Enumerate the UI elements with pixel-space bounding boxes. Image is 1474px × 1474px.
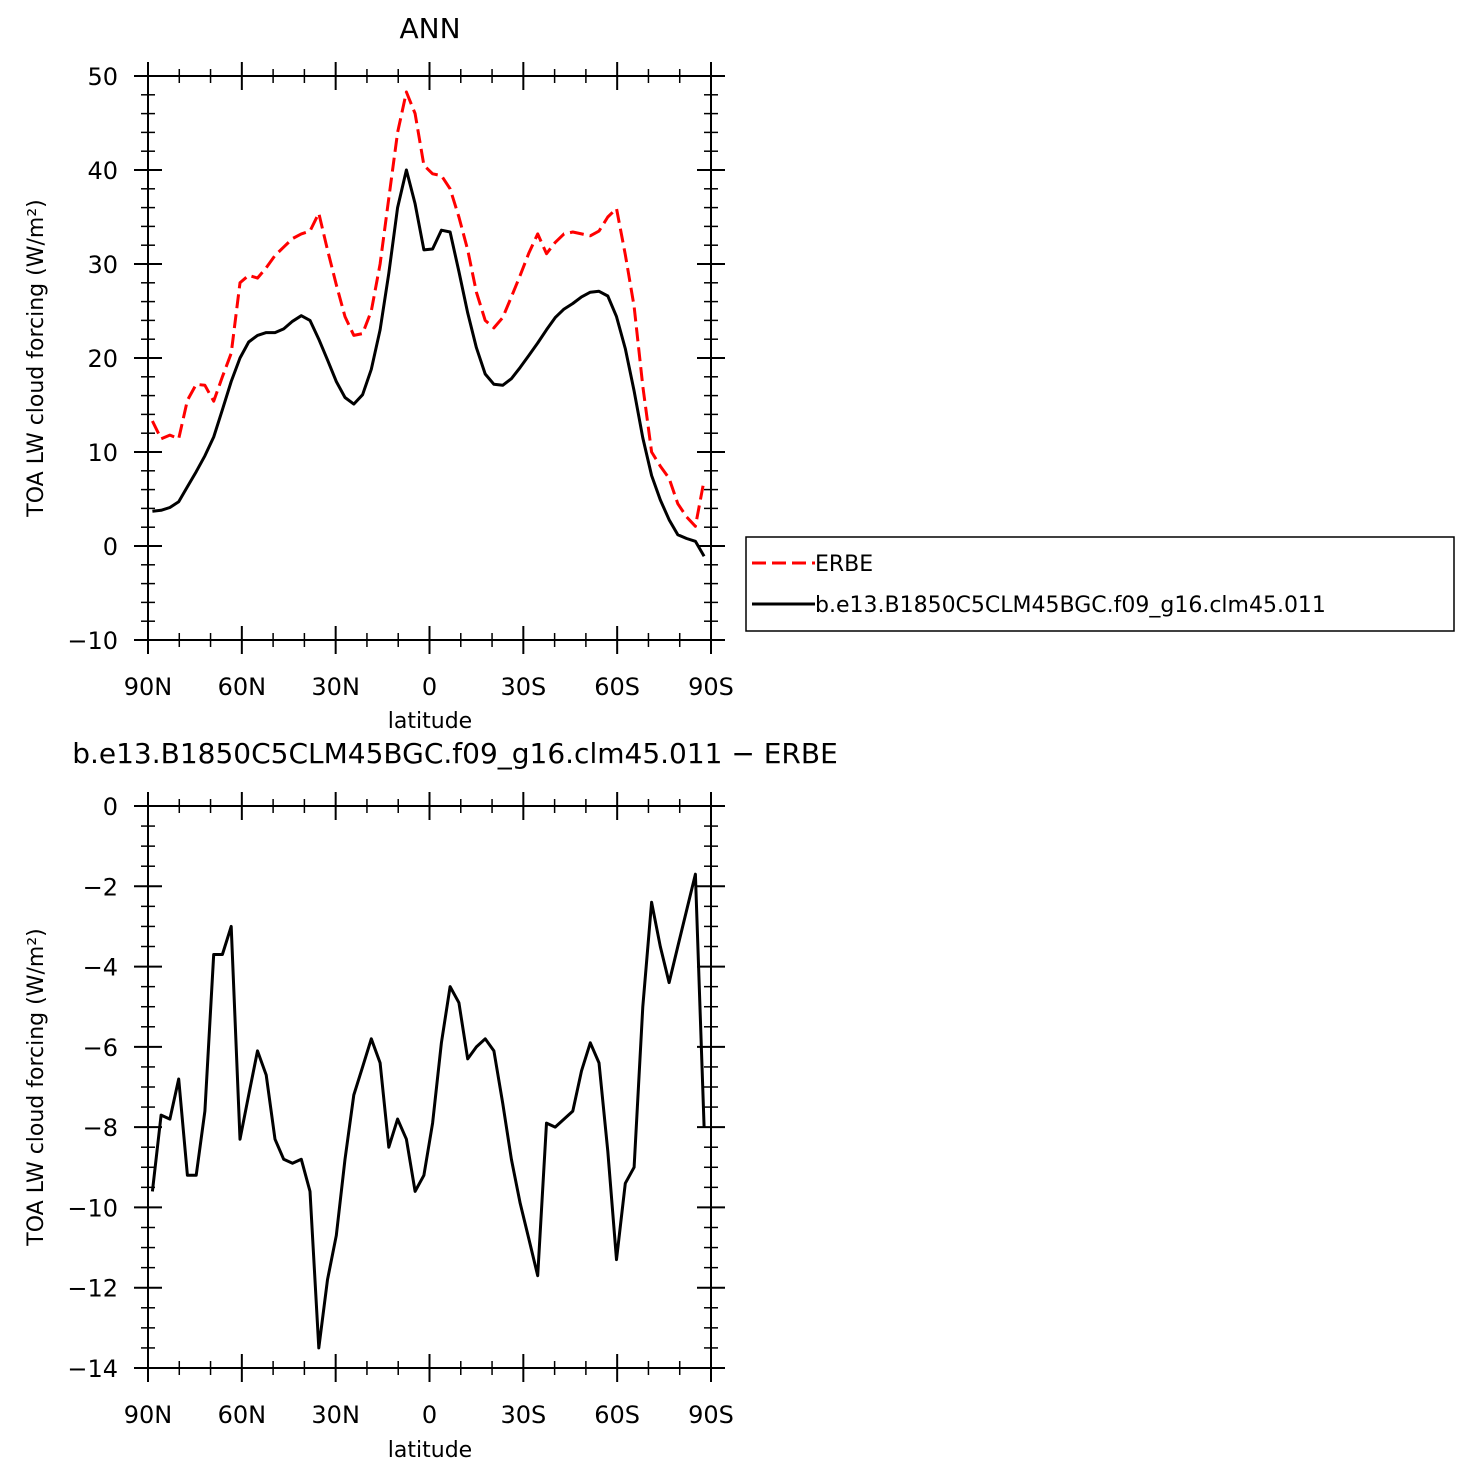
top-series-line-0 (151, 90, 706, 528)
top-y-tick-label: 30 (87, 251, 118, 279)
top-x-tick-label: 30S (500, 673, 546, 701)
bottom-x-tick-label: 60S (594, 1401, 640, 1429)
bottom-y-tick-label: −14 (67, 1355, 118, 1383)
top-panel: ANN −10 0 10 20 30 40 50 90N 60N 30N 0 30S 60S 90S l… (24, 12, 734, 734)
bottom-chart-title: b.e13.B1850C5CLM45BGC.f09_g16.clm45.011 … (72, 737, 838, 770)
bottom-y-tick-label: −12 (67, 1275, 118, 1303)
bottom-x-tick-labels: 90N 60N 30N 0 30S 60S 90S (124, 1401, 734, 1429)
bottom-panel: b.e13.B1850C5CLM45BGC.f09_g16.clm45.011 … (24, 737, 838, 1463)
top-series-lines (151, 90, 706, 558)
top-chart-title: ANN (399, 12, 460, 45)
legend-box (745, 536, 1455, 632)
top-x-tick-label: 60S (594, 673, 640, 701)
top-x-tick-label: 0 (422, 673, 437, 701)
bottom-y-tick-label: −4 (83, 954, 118, 982)
top-x-tick-labels: 90N 60N 30N 0 30S 60S 90S (124, 673, 734, 701)
bottom-x-tick-label: 90N (124, 1401, 173, 1429)
top-y-tick-label: 50 (87, 63, 118, 91)
bottom-y-tick-labels: −14 −12 −10 −8 −6 −4 −2 0 (67, 793, 118, 1383)
top-x-axis-label: latitude (388, 709, 472, 734)
top-y-tick-labels: −10 0 10 20 30 40 50 (67, 63, 118, 655)
top-x-tick-label: 30N (311, 673, 360, 701)
bottom-ticks (134, 792, 725, 1382)
bottom-x-axis-label: latitude (388, 1438, 472, 1463)
top-y-axis-label: TOA LW cloud forcing (W/m²) (24, 199, 49, 517)
bottom-x-tick-label: 90S (688, 1401, 734, 1429)
top-y-tick-label: 40 (87, 157, 118, 185)
bottom-y-tick-label: −6 (83, 1034, 118, 1062)
top-ticks (134, 62, 725, 654)
legend-entry-erbe: ERBE (815, 552, 873, 577)
bottom-y-tick-label: −8 (83, 1114, 118, 1142)
top-series-line-1 (152, 168, 706, 558)
top-y-tick-label: −10 (67, 627, 118, 655)
top-x-tick-label: 60N (218, 673, 267, 701)
bottom-x-tick-label: 30S (500, 1401, 546, 1429)
bottom-x-tick-label: 60N (218, 1401, 267, 1429)
bottom-series-lines (150, 872, 706, 1350)
bottom-series-line-0 (150, 872, 706, 1350)
bottom-x-tick-label: 0 (422, 1401, 437, 1429)
bottom-x-tick-label: 30N (311, 1401, 360, 1429)
legend: ERBE b.e13.B1850C5CLM45BGC.f09_g16.clm45… (745, 536, 1455, 632)
top-y-tick-label: 0 (103, 533, 118, 561)
bottom-plot-frame (147, 805, 712, 1369)
bottom-y-tick-label: −2 (83, 873, 118, 901)
bottom-y-tick-label: 0 (103, 793, 118, 821)
legend-entry-model: b.e13.B1850C5CLM45BGC.f09_g16.clm45.011 (815, 593, 1326, 618)
top-y-tick-label: 20 (87, 345, 118, 373)
top-x-tick-label: 90N (124, 673, 173, 701)
top-x-tick-label: 90S (688, 673, 734, 701)
bottom-y-tick-label: −10 (67, 1194, 118, 1222)
top-y-tick-label: 10 (87, 439, 118, 467)
bottom-y-axis-label: TOA LW cloud forcing (W/m²) (24, 928, 49, 1246)
